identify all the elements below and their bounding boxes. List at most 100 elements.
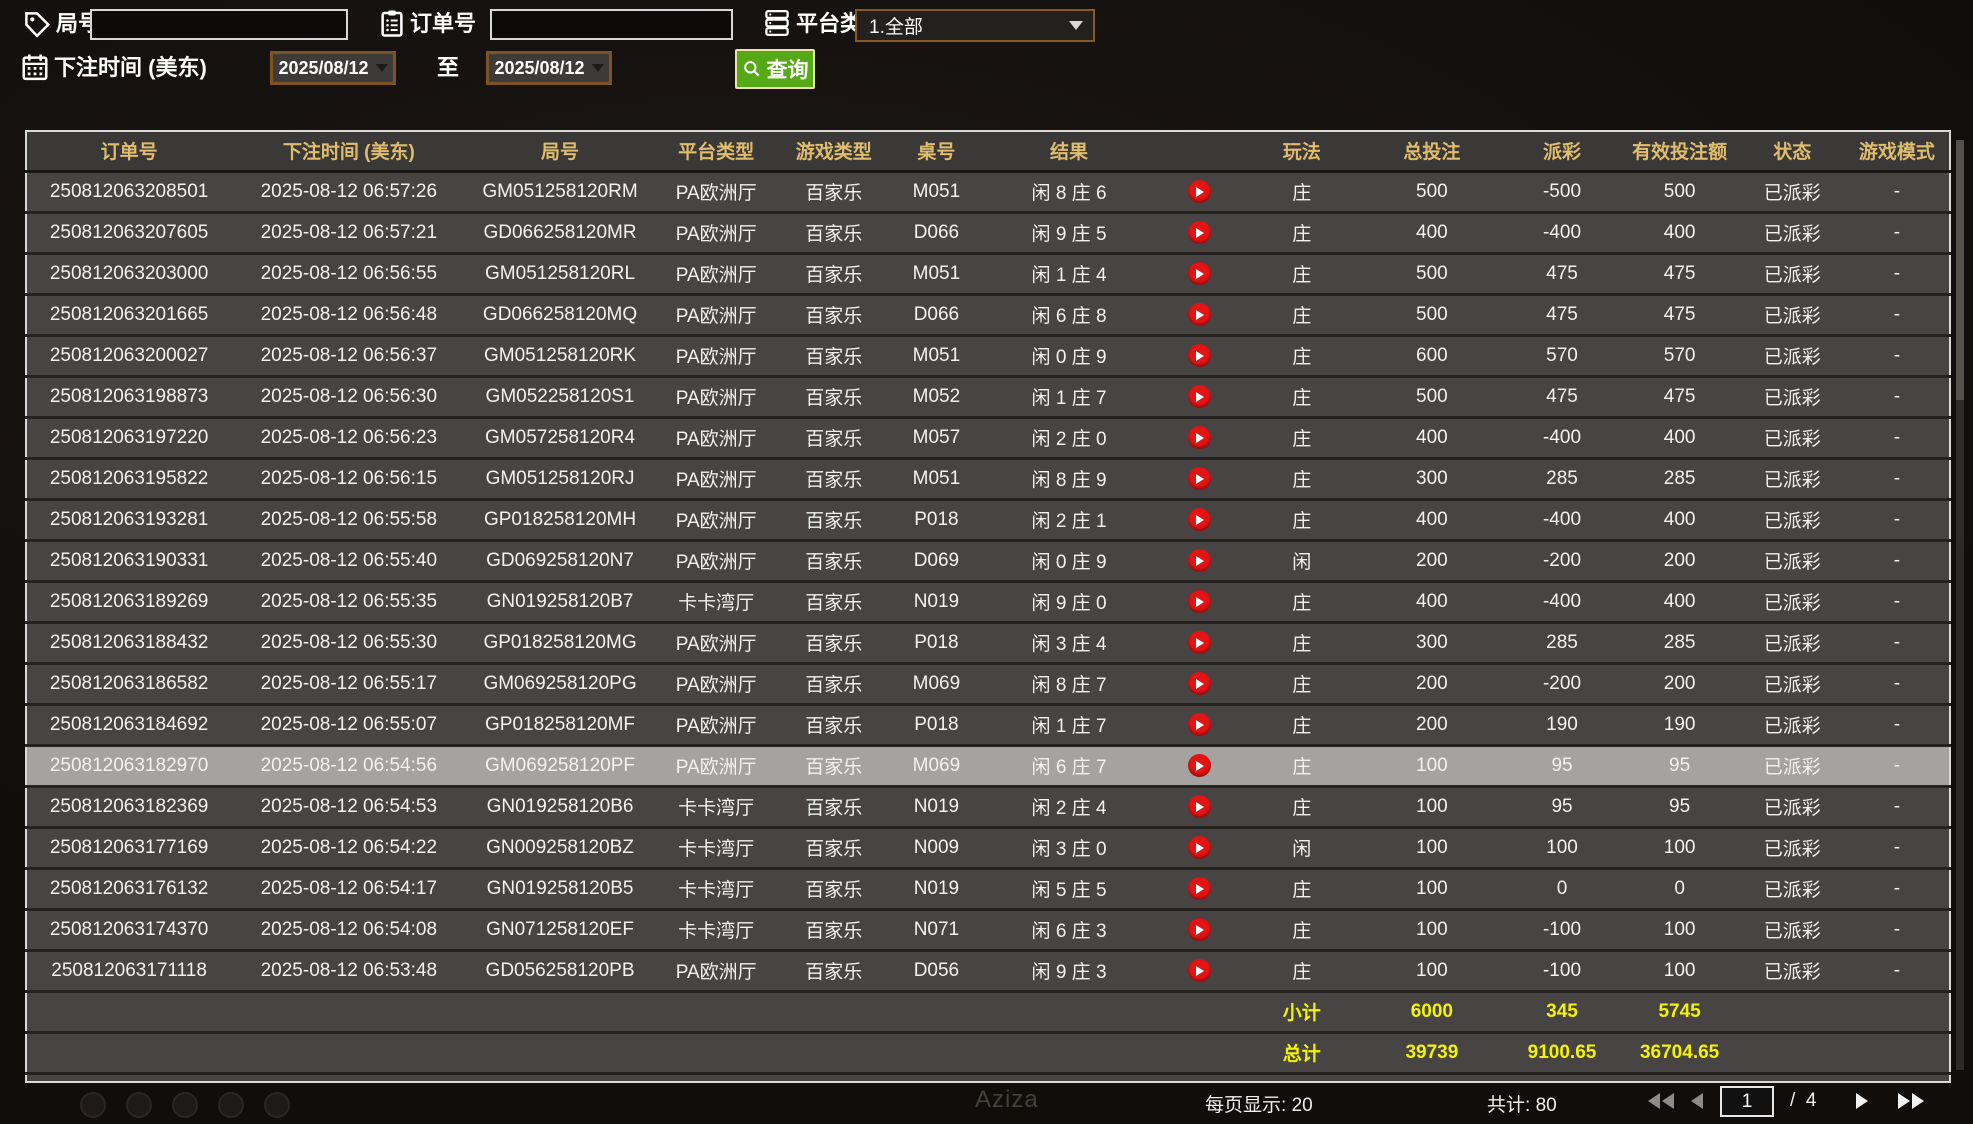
order-input[interactable] (490, 9, 733, 40)
cell-table: N009 (888, 825, 984, 868)
cell-result: 闲 9 庄 3 (983, 948, 1155, 991)
replay-icon[interactable] (1187, 877, 1211, 900)
replay-icon[interactable] (1187, 262, 1211, 285)
chevron-down-icon (375, 64, 388, 72)
replay-icon[interactable] (1187, 344, 1211, 367)
cell-bet-side: 闲 (1244, 825, 1360, 868)
cell-replay (1154, 497, 1245, 540)
replay-icon[interactable] (1187, 549, 1211, 572)
table-row[interactable]: 250812063208501 2025-08-12 06:57:26 GM05… (26, 171, 1950, 212)
cell-game-mode: - (1844, 743, 1950, 786)
total-count-value: 80 (1535, 1095, 1557, 1116)
table-row[interactable]: 250812063197220 2025-08-12 06:56:23 GM05… (26, 415, 1950, 458)
table-row[interactable]: 250812063184692 2025-08-12 06:55:07 GP01… (26, 702, 1950, 745)
table-row[interactable]: 250812063189269 2025-08-12 06:55:35 GN01… (26, 579, 1950, 622)
cell-bet-time: 2025-08-12 06:55:58 (231, 497, 467, 540)
cell-replay (1154, 866, 1245, 909)
replay-icon[interactable] (1187, 713, 1211, 736)
cell-bet-side: 庄 (1244, 456, 1360, 499)
replay-icon[interactable] (1187, 959, 1211, 982)
replay-icon[interactable] (1187, 508, 1211, 531)
date-to-picker[interactable]: 2025/08/12 (486, 51, 612, 85)
table-row[interactable]: 250812063186582 2025-08-12 06:55:17 GM06… (26, 661, 1950, 704)
col-result: 结果 (983, 131, 1155, 173)
table-row[interactable]: 250812063200027 2025-08-12 06:56:37 GM05… (26, 333, 1950, 376)
table-row[interactable]: 250812063203000 2025-08-12 06:56:55 GM05… (26, 251, 1950, 294)
replay-icon[interactable] (1187, 795, 1211, 818)
platform-select[interactable]: 1.全部 (855, 9, 1095, 42)
prev-page-button[interactable] (1691, 1093, 1703, 1109)
cell-result: 闲 9 庄 5 (983, 210, 1155, 253)
cell-game-type: 百家乐 (778, 333, 889, 376)
background-chip (172, 1092, 198, 1118)
cell-round: GN071258120EF (466, 907, 654, 950)
page-input[interactable] (1720, 1086, 1774, 1117)
cell-order: 250812063193281 (26, 497, 232, 540)
cell-game-type: 百家乐 (778, 415, 889, 458)
replay-icon[interactable] (1187, 631, 1211, 654)
table-row[interactable]: 250812063182369 2025-08-12 06:54:53 GN01… (26, 784, 1950, 827)
table-row[interactable]: 250812063193281 2025-08-12 06:55:58 GP01… (26, 497, 1950, 540)
replay-icon[interactable] (1187, 385, 1211, 408)
cell-game-type: 百家乐 (778, 538, 889, 581)
cell-game-type: 百家乐 (778, 620, 889, 663)
table-row[interactable]: 250812063182970 2025-08-12 06:54:56 GM06… (26, 743, 1950, 786)
table-row[interactable]: 250812063188432 2025-08-12 06:55:30 GP01… (26, 620, 1950, 663)
search-button[interactable]: 查询 (735, 49, 815, 89)
cell-platform: 卡卡湾厅 (653, 579, 779, 622)
cell-payout: 285 (1504, 456, 1620, 499)
replay-icon[interactable] (1187, 672, 1211, 695)
replay-icon[interactable] (1187, 590, 1211, 613)
next-page-button[interactable] (1856, 1093, 1868, 1109)
replay-icon[interactable] (1187, 303, 1211, 326)
last-page-button[interactable] (1898, 1093, 1924, 1109)
cell-platform: PA欧洲厅 (653, 948, 779, 991)
first-page-button[interactable] (1648, 1093, 1674, 1109)
replay-icon[interactable] (1187, 918, 1211, 941)
order-filter-label: 订单号 (410, 11, 477, 36)
cell-replay (1154, 743, 1245, 786)
cell-status: 已派彩 (1739, 948, 1845, 991)
chevron-down-icon (1069, 21, 1083, 30)
cell-status: 已派彩 (1739, 456, 1845, 499)
replay-icon[interactable] (1187, 180, 1211, 203)
cell-table: P018 (888, 497, 984, 540)
table-scrollbar[interactable] (1956, 140, 1964, 1070)
table-row[interactable]: 250812063174370 2025-08-12 06:54:08 GN07… (26, 907, 1950, 950)
cell-bet-side: 庄 (1244, 620, 1360, 663)
cell-platform: PA欧洲厅 (653, 415, 779, 458)
cell-round: GN019258120B6 (466, 784, 654, 827)
table-row[interactable]: 250812063177169 2025-08-12 06:54:22 GN00… (26, 825, 1950, 868)
table-row[interactable]: 250812063171118 2025-08-12 06:53:48 GD05… (26, 948, 1950, 991)
table-filler-row (26, 1071, 1950, 1082)
cell-bet-time: 2025-08-12 06:54:08 (231, 907, 467, 950)
cell-platform: 卡卡湾厅 (653, 907, 779, 950)
cell-game-type: 百家乐 (778, 292, 889, 335)
replay-icon[interactable] (1187, 221, 1211, 244)
cell-game-mode: - (1844, 538, 1950, 581)
table-row[interactable]: 250812063201665 2025-08-12 06:56:48 GD06… (26, 292, 1950, 335)
replay-icon[interactable] (1187, 467, 1211, 490)
cell-round: GM069258120PF (466, 743, 654, 786)
cell-round: GP018258120MG (466, 620, 654, 663)
subtotal-row: 小计 6000 345 5745 (26, 989, 1950, 1032)
date-from-picker[interactable]: 2025/08/12 (270, 51, 396, 85)
table-row[interactable]: 250812063176132 2025-08-12 06:54:17 GN01… (26, 866, 1950, 909)
round-input[interactable] (90, 9, 348, 40)
cell-total-bet: 100 (1359, 866, 1505, 909)
clipboard-icon (377, 8, 407, 38)
background-chip (264, 1092, 290, 1118)
cell-status: 已派彩 (1739, 292, 1845, 335)
table-row[interactable]: 250812063198873 2025-08-12 06:56:30 GM05… (26, 374, 1950, 417)
replay-icon[interactable] (1187, 836, 1211, 859)
replay-icon[interactable] (1187, 754, 1211, 777)
replay-icon[interactable] (1187, 426, 1211, 449)
table-row[interactable]: 250812063207605 2025-08-12 06:57:21 GD06… (26, 210, 1950, 253)
cell-status: 已派彩 (1739, 784, 1845, 827)
cell-replay (1154, 251, 1245, 294)
table-row[interactable]: 250812063190331 2025-08-12 06:55:40 GD06… (26, 538, 1950, 581)
col-valid-bet: 有效投注额 (1619, 131, 1740, 173)
table-row[interactable]: 250812063195822 2025-08-12 06:56:15 GM05… (26, 456, 1950, 499)
cell-order: 250812063184692 (26, 702, 232, 745)
